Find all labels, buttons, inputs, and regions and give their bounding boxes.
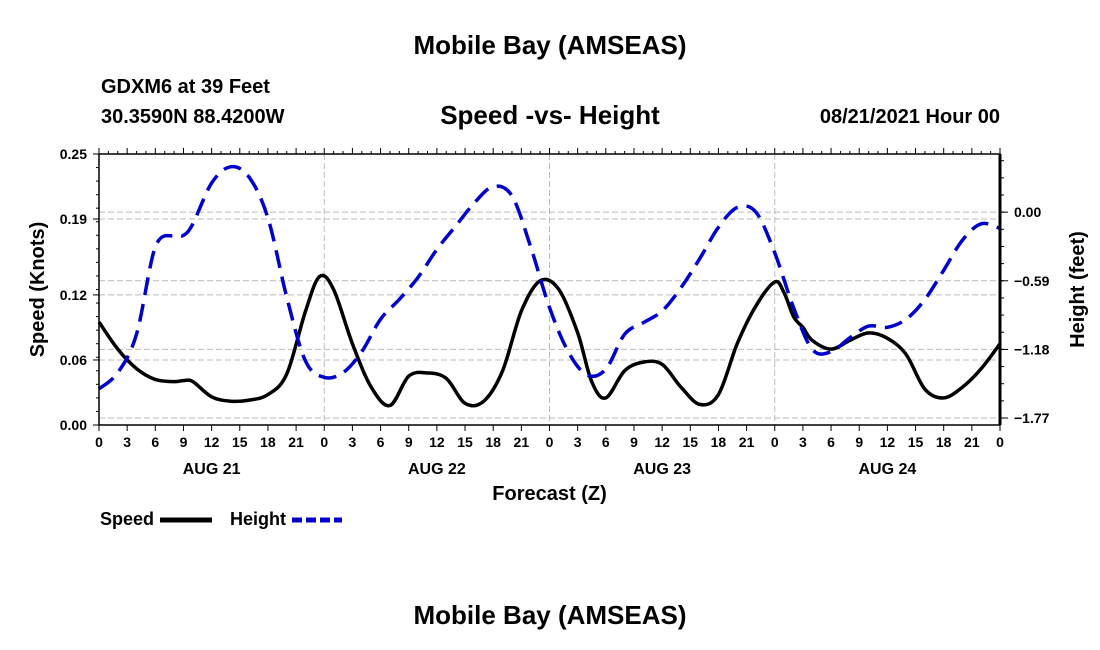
x-tick-label: 0 (546, 434, 554, 450)
legend-speed-label: Speed (100, 509, 154, 529)
x-tick-label: 18 (711, 434, 727, 450)
coordinates-label: 30.3590N 88.4200W (101, 106, 285, 128)
x-tick-label: 15 (457, 434, 473, 450)
x-tick-label: 12 (880, 434, 896, 450)
x-tick-label: 12 (429, 434, 445, 450)
legend: Speed Height (100, 509, 342, 529)
x-tick-label: 12 (204, 434, 220, 450)
y-right-tick-label: −0.59 (1014, 273, 1050, 289)
day-label: AUG 23 (633, 461, 691, 478)
x-tick-label: 6 (377, 434, 385, 450)
day-label: AUG 21 (183, 461, 241, 478)
x-tick-label: 9 (405, 434, 413, 450)
x-tick-label: 0 (771, 434, 779, 450)
x-tick-label: 6 (602, 434, 610, 450)
y-right-tick-label: 0.00 (1014, 204, 1041, 220)
x-tick-label: 21 (514, 434, 530, 450)
y-left-tick-label: 0.06 (60, 352, 87, 368)
chart-subtitle: Speed -vs- Height (440, 100, 660, 130)
x-tick-label: 0 (320, 434, 328, 450)
x-tick-label: 18 (260, 434, 276, 450)
y-right-tick-label: −1.18 (1014, 341, 1050, 357)
series-layer (97, 164, 1002, 408)
x-tick-label: 6 (827, 434, 835, 450)
x-tick-label: 0 (996, 434, 1004, 450)
forecast-datetime: 08/21/2021 Hour 00 (819, 106, 1000, 128)
tick-layer: 0 3 6 9 12 15 18 21 0 3 6 9 12 15 18 21 0 3 6 9 12 15 18 21 0 3 6 9… (60, 146, 1050, 478)
x-tick-label: 15 (908, 434, 924, 450)
y-left-tick-label: 0.19 (60, 211, 87, 227)
x-tick-label: 6 (151, 434, 159, 450)
x-tick-label: 12 (654, 434, 670, 450)
day-label: AUG 24 (858, 461, 916, 478)
x-tick-label: 21 (964, 434, 980, 450)
station-label: GDXM6 at 39 Feet (101, 76, 270, 98)
x-axis-label: Forecast (Z) (492, 483, 606, 505)
speed-series-line (97, 273, 1002, 408)
x-tick-label: 9 (630, 434, 638, 450)
x-tick-label: 3 (799, 434, 807, 450)
x-tick-label: 9 (855, 434, 863, 450)
legend-height-label: Height (230, 509, 286, 529)
y-left-tick-label: 0.00 (60, 417, 87, 433)
y-left-tick-label: 0.25 (60, 146, 87, 162)
y-axis-right-label: Height (feet) (1067, 231, 1089, 348)
y-right-tick-label: −1.77 (1014, 410, 1050, 426)
y-left-tick-label: 0.12 (60, 287, 87, 303)
x-tick-label: 15 (232, 434, 248, 450)
x-tick-label: 18 (936, 434, 952, 450)
grid-layer (99, 154, 1000, 425)
bottom-title: Mobile Bay (AMSEAS) (413, 600, 687, 630)
x-tick-label: 0 (95, 434, 103, 450)
x-tick-label: 3 (349, 434, 357, 450)
x-tick-label: 21 (288, 434, 304, 450)
x-tick-label: 21 (739, 434, 755, 450)
x-tick-label: 3 (123, 434, 131, 450)
top-title: Mobile Bay (AMSEAS) (413, 30, 687, 60)
x-tick-label: 9 (180, 434, 188, 450)
x-tick-label: 18 (485, 434, 501, 450)
y-axis-left-label: Speed (Knots) (27, 222, 49, 358)
x-tick-label: 15 (682, 434, 698, 450)
height-series-line (97, 164, 1001, 391)
x-tick-label: 3 (574, 434, 582, 450)
day-label: AUG 22 (408, 461, 466, 478)
